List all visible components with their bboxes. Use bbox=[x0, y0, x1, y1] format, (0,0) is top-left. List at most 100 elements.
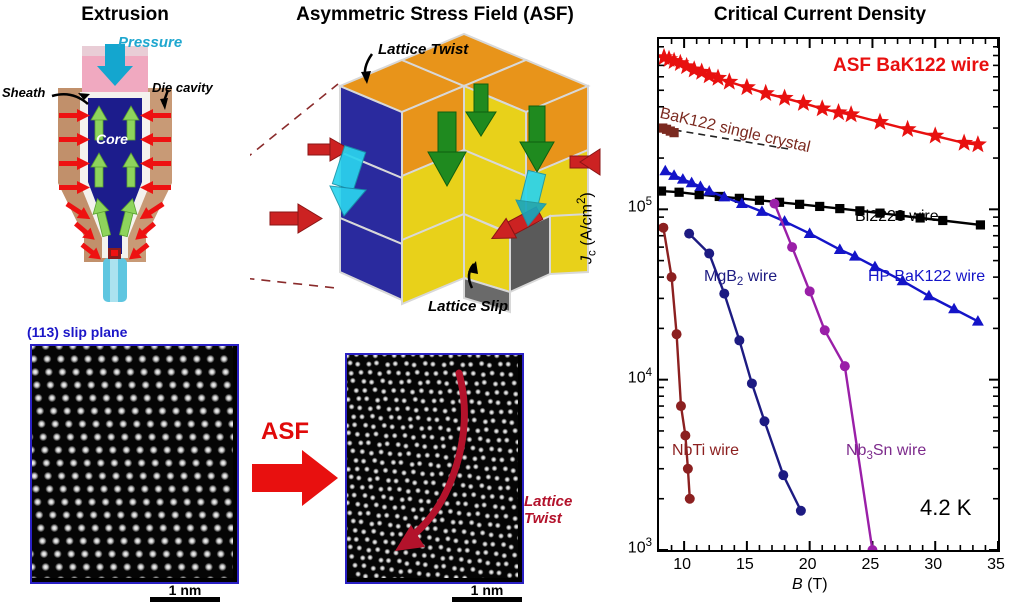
data-point bbox=[948, 302, 960, 314]
x-tick-label: 20 bbox=[798, 556, 817, 573]
sample-marker-inner bbox=[111, 250, 118, 256]
shear-arrows-cyan bbox=[329, 144, 547, 227]
data-point bbox=[895, 210, 905, 221]
data-point bbox=[737, 77, 756, 96]
nb3sn-post: Sn wire bbox=[872, 442, 927, 459]
exit-wire-highlight bbox=[110, 258, 118, 302]
x-tick-label: 10 bbox=[673, 556, 691, 573]
data-point bbox=[769, 198, 780, 209]
x-tick-label: 35 bbox=[987, 556, 1005, 573]
nb3sn-sub: 3 bbox=[866, 450, 873, 463]
tem-image-before bbox=[25, 341, 241, 585]
core-label: Core bbox=[96, 131, 128, 147]
data-point bbox=[848, 250, 861, 261]
scalebar-after-text: 1 nm bbox=[470, 582, 504, 598]
data-point bbox=[923, 289, 935, 301]
lattice-twist-line2: Twist bbox=[524, 510, 562, 527]
scalebar-before: 1 nm bbox=[150, 582, 220, 602]
asf-panel: Asymmetric Stress Field (ASF) bbox=[250, 0, 620, 330]
data-point bbox=[754, 195, 765, 205]
tem-image-after bbox=[341, 351, 524, 584]
lattice-twist-label-tem: Lattice Twist bbox=[524, 493, 572, 527]
data-point bbox=[694, 180, 707, 191]
axial-arrows bbox=[90, 105, 140, 238]
data-point bbox=[794, 93, 813, 111]
data-point bbox=[867, 545, 878, 550]
chart-temperature-annotation: 4.2 K bbox=[920, 495, 972, 520]
mgb2-post: wire bbox=[743, 268, 778, 285]
data-point bbox=[870, 112, 889, 130]
data-point bbox=[720, 72, 739, 90]
data-point bbox=[926, 126, 945, 144]
asf-transition-label: ASF bbox=[261, 418, 309, 445]
slip-block bbox=[463, 276, 511, 314]
series-line bbox=[688, 232, 802, 512]
critical-current-density-chart-panel: Critical Current Density 10 15 20 25 30 35 10… bbox=[576, 0, 1011, 606]
chart-plot-area bbox=[657, 37, 1000, 552]
chart-y-axis-title: Jc (A/cm2) bbox=[576, 192, 599, 264]
data-point bbox=[759, 416, 770, 427]
data-point bbox=[795, 505, 806, 516]
data-point bbox=[659, 222, 669, 233]
x-axis-symbol: B bbox=[792, 576, 803, 593]
data-point bbox=[709, 68, 727, 86]
series-line bbox=[773, 203, 874, 550]
data-point bbox=[666, 272, 677, 283]
series-label-nbti: NbTi wire bbox=[672, 442, 739, 459]
series-hp-bak122-wire bbox=[659, 164, 984, 326]
y-axis-unit: (A/cm bbox=[578, 204, 596, 246]
lattice-twist-arrowhead bbox=[361, 71, 371, 84]
asf-panel-title: Asymmetric Stress Field (ASF) bbox=[296, 4, 574, 25]
data-point bbox=[855, 206, 865, 216]
extrusion-diagram bbox=[51, 44, 172, 302]
data-point bbox=[677, 56, 696, 75]
slip-plane-label: (113) slip plane bbox=[27, 324, 128, 340]
x-tick-label: 25 bbox=[861, 556, 880, 573]
series-nbti-wire bbox=[659, 222, 695, 504]
data-point bbox=[684, 493, 695, 504]
lattice-twist-label: Lattice Twist bbox=[378, 41, 469, 58]
y-tick-label: 104 bbox=[627, 366, 652, 386]
data-point bbox=[659, 186, 667, 196]
sheath-label: Sheath bbox=[2, 85, 46, 100]
compression-arrows-green bbox=[427, 83, 555, 188]
chart-svg bbox=[659, 39, 998, 550]
data-point bbox=[669, 128, 679, 138]
series-nb3sn-wire bbox=[769, 198, 878, 550]
data-point bbox=[692, 62, 711, 80]
data-point bbox=[975, 220, 986, 230]
data-point bbox=[774, 197, 785, 207]
radial-arrows-right bbox=[129, 109, 171, 260]
data-point bbox=[787, 242, 798, 253]
pressure-arrow-icon bbox=[97, 44, 133, 86]
data-point bbox=[704, 248, 715, 259]
data-point bbox=[685, 176, 698, 188]
chart-x-axis-title: B (T) bbox=[792, 576, 828, 594]
data-point bbox=[756, 83, 775, 101]
data-point bbox=[898, 119, 917, 137]
x-tick-label: 30 bbox=[924, 556, 943, 573]
extrusion-panel-title: Extrusion bbox=[81, 4, 169, 25]
series-label-hp-bak122: HP BaK122 wire bbox=[868, 268, 986, 285]
single-crystal-guide-line bbox=[662, 127, 791, 151]
y-tick-label: 105 bbox=[627, 196, 652, 216]
data-point bbox=[659, 164, 672, 176]
series-label-asf: ASF BaK122 wire bbox=[833, 55, 990, 76]
x-axis-unit: (T) bbox=[807, 576, 828, 593]
data-point bbox=[680, 430, 691, 441]
y-tick-label: 103 bbox=[627, 537, 652, 557]
die-leader-arrowhead bbox=[160, 98, 168, 110]
data-point bbox=[896, 274, 909, 286]
mgb2-sub: 2 bbox=[736, 276, 744, 289]
data-point bbox=[968, 135, 987, 153]
zoom-connector-lines bbox=[250, 83, 339, 289]
data-point bbox=[795, 199, 805, 209]
data-point bbox=[833, 243, 846, 254]
series-mgb2-wire bbox=[684, 228, 806, 516]
data-point bbox=[819, 325, 830, 336]
chart-title: Critical Current Density bbox=[713, 4, 927, 25]
scalebar-before-text: 1 nm bbox=[168, 582, 202, 598]
scalebar-after: 1 nm bbox=[452, 582, 522, 602]
data-point bbox=[955, 133, 974, 151]
data-point bbox=[746, 378, 757, 389]
